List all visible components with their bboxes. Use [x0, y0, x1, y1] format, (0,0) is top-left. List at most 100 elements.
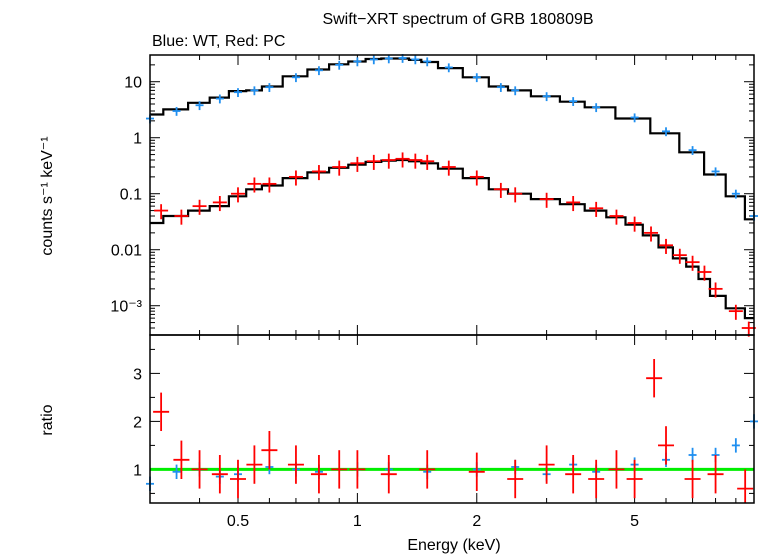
model-line-pc — [150, 158, 754, 320]
wt-data-point — [630, 113, 639, 123]
wt-data-point — [569, 97, 578, 106]
pc-ratio-point — [310, 455, 327, 494]
wt-data-point — [444, 63, 453, 73]
bottom-panel: 1 2 3 0.5 1 2 5 — [133, 334, 758, 530]
pc-data-point — [247, 177, 262, 193]
pc-data-point — [685, 255, 700, 271]
y-tick-label: 10⁻³ — [110, 299, 142, 316]
pc-ratio-point — [331, 450, 348, 489]
pc-ratio-point — [419, 450, 436, 489]
pc-ratio-point — [287, 445, 304, 484]
wt-data-point — [662, 127, 671, 137]
wt-data-point — [688, 146, 697, 155]
wt-data-point — [250, 86, 259, 96]
pc-data-point — [408, 153, 423, 169]
pc-data-point — [566, 196, 581, 212]
wt-data-point — [369, 55, 378, 65]
pc-ratio-point — [468, 452, 485, 491]
pc-data-point — [366, 154, 381, 170]
x-tick-label: 1 — [353, 513, 362, 530]
pc-ratio-point — [684, 459, 701, 499]
pc-data-point — [697, 265, 712, 281]
pc-ratio-point — [538, 445, 555, 484]
pc-data-point — [395, 152, 410, 168]
ratio-y-tick-label: 1 — [133, 462, 142, 479]
ratio-y-tick-label: 3 — [133, 366, 142, 383]
x-tick-label: 2 — [472, 513, 481, 530]
pc-ratio-point — [737, 469, 754, 503]
top-panel: 10 1 0.1 0.01 10⁻³ — [110, 53, 758, 337]
x-tick-label: 5 — [630, 513, 639, 530]
pc-data-point — [589, 201, 604, 217]
pc-ratio-point — [658, 426, 675, 465]
wt-data-point — [592, 103, 601, 113]
pc-data-point — [441, 160, 456, 176]
wt-data-point — [496, 83, 505, 92]
wt-data-point — [195, 101, 204, 111]
wt-data-point — [215, 94, 224, 104]
pc-data-point — [728, 304, 743, 320]
pc-data-point — [192, 199, 207, 215]
pc-data-point — [539, 192, 554, 208]
pc-ratio-point — [229, 459, 246, 499]
pc-data-point — [154, 204, 169, 220]
pc-data-point — [350, 156, 365, 172]
pc-ratio-point — [153, 392, 170, 431]
pc-data-point — [212, 196, 227, 212]
y-axis-label-ratio: ratio — [39, 404, 56, 435]
chart-title: Swift−XRT spectrum of GRB 180809B — [322, 11, 593, 28]
wt-data-point — [265, 83, 274, 92]
pc-data-point — [469, 170, 484, 186]
pc-ratio-point — [211, 455, 228, 494]
chart-subtitle: Blue: WT, Red: PC — [152, 33, 285, 50]
y-axis-label-spectrum: counts s⁻¹ keV⁻¹ — [39, 136, 56, 255]
pc-data-point — [609, 209, 624, 225]
pc-data-point — [420, 154, 435, 170]
wt-data-point — [335, 60, 344, 70]
pc-ratio-point — [608, 450, 625, 489]
wt-data-point — [353, 57, 362, 67]
pc-data-point — [174, 209, 189, 225]
wt-data-point — [291, 73, 300, 83]
pc-ratio-point — [565, 455, 582, 494]
wt-data-point — [233, 88, 242, 98]
pc-data-point — [311, 165, 326, 181]
wt-ratio-point — [731, 438, 740, 453]
wt-data-point — [472, 73, 481, 83]
pc-data-point — [508, 187, 523, 203]
model-line-wt — [150, 57, 754, 221]
wt-data-point — [314, 66, 323, 76]
wt-data-point — [711, 167, 720, 177]
pc-ratio-point — [646, 359, 663, 398]
pc-ratio-point — [588, 459, 605, 499]
bottom-panel-frame — [149, 334, 755, 504]
pc-data-point — [332, 160, 347, 176]
wt-ratio-point — [172, 464, 181, 479]
wt-data-point — [511, 86, 520, 96]
pc-data-point — [627, 216, 642, 232]
wt-data-point — [542, 92, 551, 102]
y-tick-label: 1 — [133, 131, 142, 148]
wt-data-point — [172, 106, 181, 116]
ratio-y-tick-label: 2 — [133, 414, 142, 431]
pc-ratio-point — [349, 450, 366, 489]
pc-ratio-point — [261, 431, 278, 470]
wt-data-point — [731, 189, 740, 199]
pc-data-point — [288, 170, 303, 186]
pc-data-point — [672, 248, 687, 264]
wt-data-point — [411, 55, 420, 65]
top-panel-frame — [149, 54, 755, 336]
wt-data-point — [423, 57, 432, 67]
pc-ratio-point — [507, 459, 524, 499]
pc-ratio-point — [380, 455, 397, 494]
pc-data-point — [381, 153, 396, 169]
pc-data-point — [230, 187, 245, 203]
pc-ratio-point — [173, 440, 190, 479]
pc-ratio-point — [246, 445, 263, 484]
pc-data-point — [644, 226, 659, 242]
pc-ratio-point — [707, 455, 724, 494]
pc-data-point — [659, 238, 674, 254]
wt-data-point — [384, 54, 393, 64]
pc-data-point — [708, 282, 723, 298]
